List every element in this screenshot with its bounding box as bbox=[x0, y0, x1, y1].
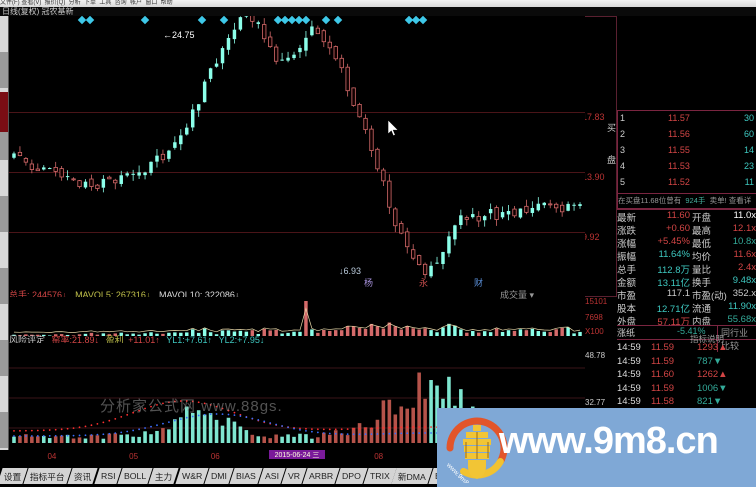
svg-text:2015-06-24 三: 2015-06-24 三 bbox=[275, 451, 320, 459]
svg-text:06: 06 bbox=[211, 452, 220, 461]
svg-text:08: 08 bbox=[374, 452, 383, 461]
svg-text:04: 04 bbox=[47, 452, 56, 461]
svg-text:05: 05 bbox=[129, 452, 138, 461]
